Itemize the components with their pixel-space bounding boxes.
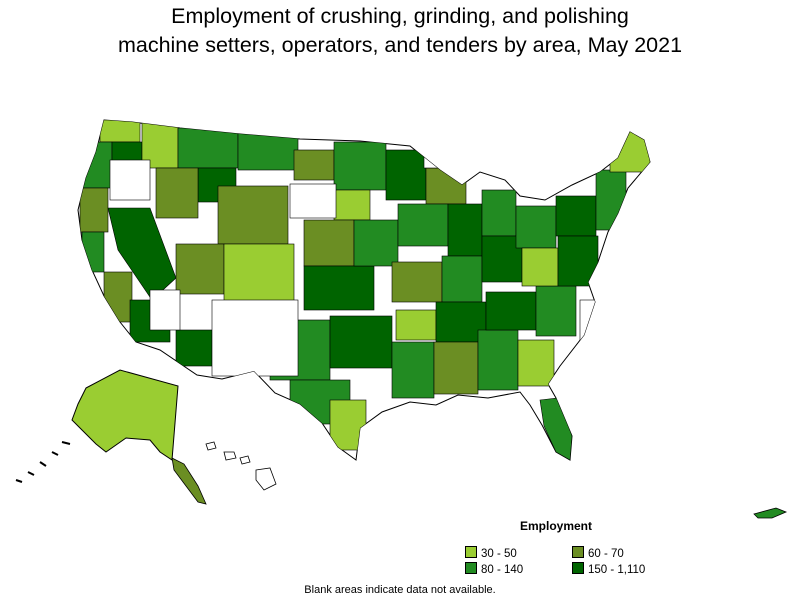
area-region [175,329,213,367]
no-data-area [149,289,181,331]
area-region [217,185,289,245]
area-region [391,261,443,303]
area-region [441,255,483,303]
alaska-panhandle [171,457,207,505]
area-region [595,169,627,231]
area-region [555,195,597,237]
area-region [329,315,393,369]
area-region [521,247,559,287]
legend-item-150-1110: 150 - 1,110 [572,562,645,577]
legend-swatch [572,562,584,574]
area-region [177,127,239,169]
hawaii-islands [205,441,277,491]
area-region [223,243,295,307]
area-region [103,271,133,323]
area-region [385,149,427,201]
legend-item-30-50: 30 - 50 [465,546,517,561]
legend-swatch [572,546,584,558]
area-region [79,187,109,233]
area-region [293,149,335,181]
map-title: Employment of crushing, grinding, and po… [0,2,800,60]
area-region [557,235,599,287]
area-region [78,141,113,189]
area-region [535,285,577,337]
no-data-area [109,159,151,201]
area-region [481,189,517,237]
area-region [303,219,355,267]
area-region [333,189,371,221]
area-region [447,203,483,257]
area-region [353,219,399,267]
no-data-area [579,299,601,341]
area-region [155,167,199,219]
legend-swatch [465,546,477,558]
area-region [609,127,650,173]
legend-label: 60 - 70 [588,548,624,560]
area-region [425,167,467,205]
no-data-area [211,299,299,377]
aleutian-islands [15,441,71,483]
title-line-2: machine setters, operators, and tenders … [117,33,683,57]
no-data-area [289,183,337,219]
legend-swatch [465,562,477,574]
no-data-area [423,139,449,169]
area-region [303,265,375,311]
area-region [391,341,435,399]
area-region [333,141,387,191]
title-line-1: Employment of crushing, grinding, and po… [171,4,629,28]
area-region [515,205,557,249]
alaska-region [71,369,179,461]
legend-label: 150 - 1,110 [588,564,646,576]
legend-item-60-70: 60 - 70 [572,546,624,561]
area-region [477,329,519,391]
legend-label: 80 - 140 [481,564,524,576]
legend-item-80-140: 80 - 140 [465,562,523,577]
area-region [81,231,105,273]
area-region [435,301,487,343]
legend-label: 30 - 50 [481,548,517,560]
footnote: Blank areas indicate data not available. [304,584,496,596]
area-region [433,341,479,395]
area-region [485,291,537,331]
area-region [99,120,141,143]
area-region [237,131,299,171]
area-region [107,207,177,301]
area-region [517,339,555,387]
puerto-rico-region [753,507,788,519]
area-region [397,203,449,247]
area-region [329,399,367,451]
legend-title: Employment [520,519,593,533]
area-region [481,235,523,283]
area-region [175,243,225,295]
area-region [395,309,437,341]
